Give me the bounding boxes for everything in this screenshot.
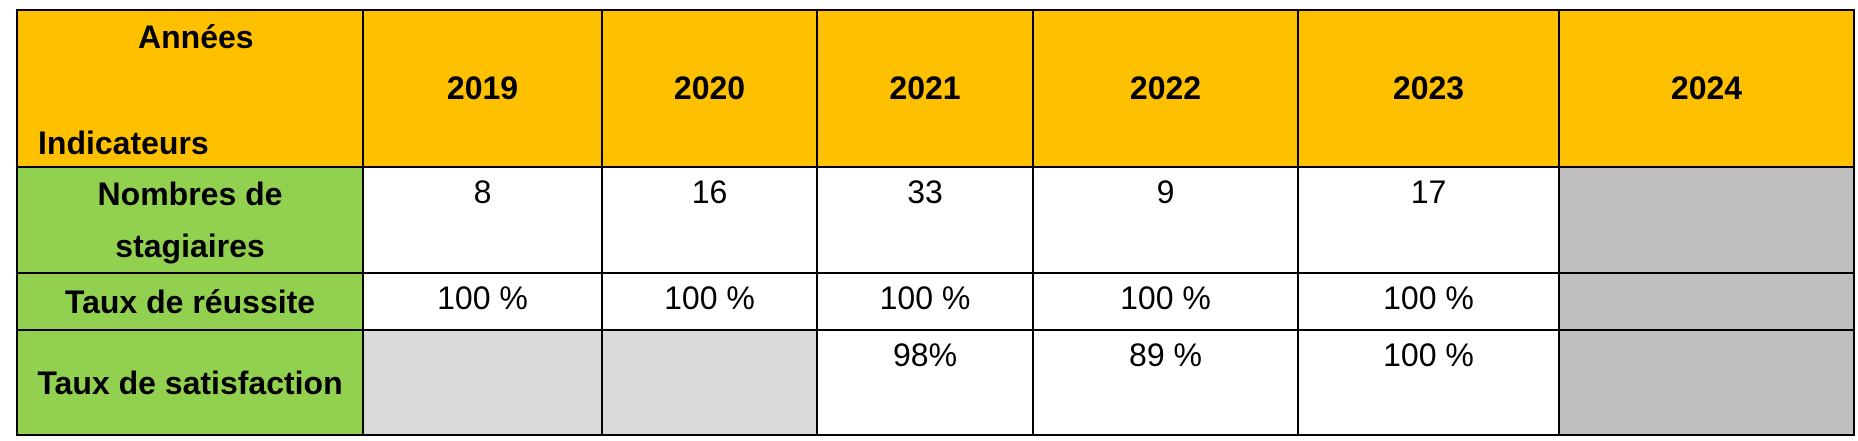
table-cell: 100 % <box>362 272 603 331</box>
header-row: Années Indicateurs 2019 2020 2021 2022 2023 2… <box>16 9 1855 168</box>
table-cell: 100 % <box>1297 272 1560 331</box>
table-cell: 98% <box>816 329 1034 436</box>
table-cell: 100 % <box>1032 272 1299 331</box>
table-row: Taux de réussite 100 % 100 % 100 % 100 % 100 … <box>16 272 1855 331</box>
year-header: 2019 <box>362 9 603 168</box>
table-cell: 16 <box>601 166 818 274</box>
year-header: 2024 <box>1558 9 1855 168</box>
table-cell: 33 <box>816 166 1034 274</box>
table-row: Taux de satisfaction 98% 89 % 100 % <box>16 329 1855 436</box>
empty-cell <box>601 329 818 436</box>
year-header: 2023 <box>1297 9 1560 168</box>
table-cell: 17 <box>1297 166 1560 274</box>
indicators-table: Années Indicateurs 2019 2020 2021 2022 2023 2… <box>16 9 1855 436</box>
corner-cell: Années Indicateurs <box>16 9 364 168</box>
empty-cell <box>1558 272 1855 331</box>
empty-cell <box>1558 166 1855 274</box>
table-row: Nombres de stagiaires 8 16 33 9 17 <box>16 166 1855 274</box>
year-header: 2020 <box>601 9 818 168</box>
table-cell: 89 % <box>1032 329 1299 436</box>
table-body: Années Indicateurs 2019 2020 2021 2022 2023 2… <box>16 9 1855 436</box>
corner-bottom: Indicateurs <box>38 125 209 161</box>
table-cell: 100 % <box>816 272 1034 331</box>
year-header: 2022 <box>1032 9 1299 168</box>
row-label: Nombres de stagiaires <box>16 166 364 274</box>
row-label: Taux de réussite <box>16 272 364 331</box>
empty-cell <box>362 329 603 436</box>
row-label: Taux de satisfaction <box>16 329 364 436</box>
table-cell: 9 <box>1032 166 1299 274</box>
year-header: 2021 <box>816 9 1034 168</box>
table-cell: 8 <box>362 166 603 274</box>
corner-top: Années <box>138 19 254 55</box>
empty-cell <box>1558 329 1855 436</box>
table-cell: 100 % <box>1297 329 1560 436</box>
table-cell: 100 % <box>601 272 818 331</box>
